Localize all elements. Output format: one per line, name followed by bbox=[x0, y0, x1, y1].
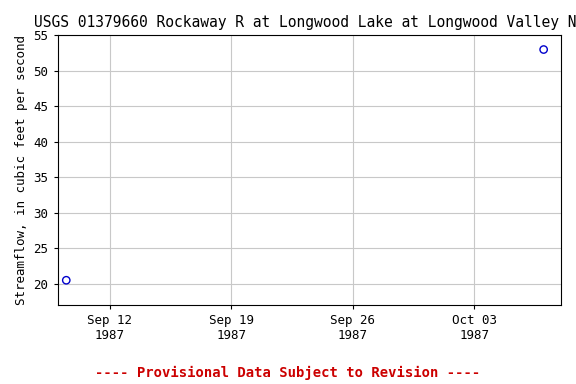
Point bbox=[539, 46, 548, 53]
Point bbox=[62, 277, 71, 283]
Y-axis label: Streamflow, in cubic feet per second: Streamflow, in cubic feet per second bbox=[15, 35, 28, 305]
Title: USGS 01379660 Rockaway R at Longwood Lake at Longwood Valley NJ: USGS 01379660 Rockaway R at Longwood Lak… bbox=[33, 15, 576, 30]
Text: ---- Provisional Data Subject to Revision ----: ---- Provisional Data Subject to Revisio… bbox=[96, 366, 480, 380]
